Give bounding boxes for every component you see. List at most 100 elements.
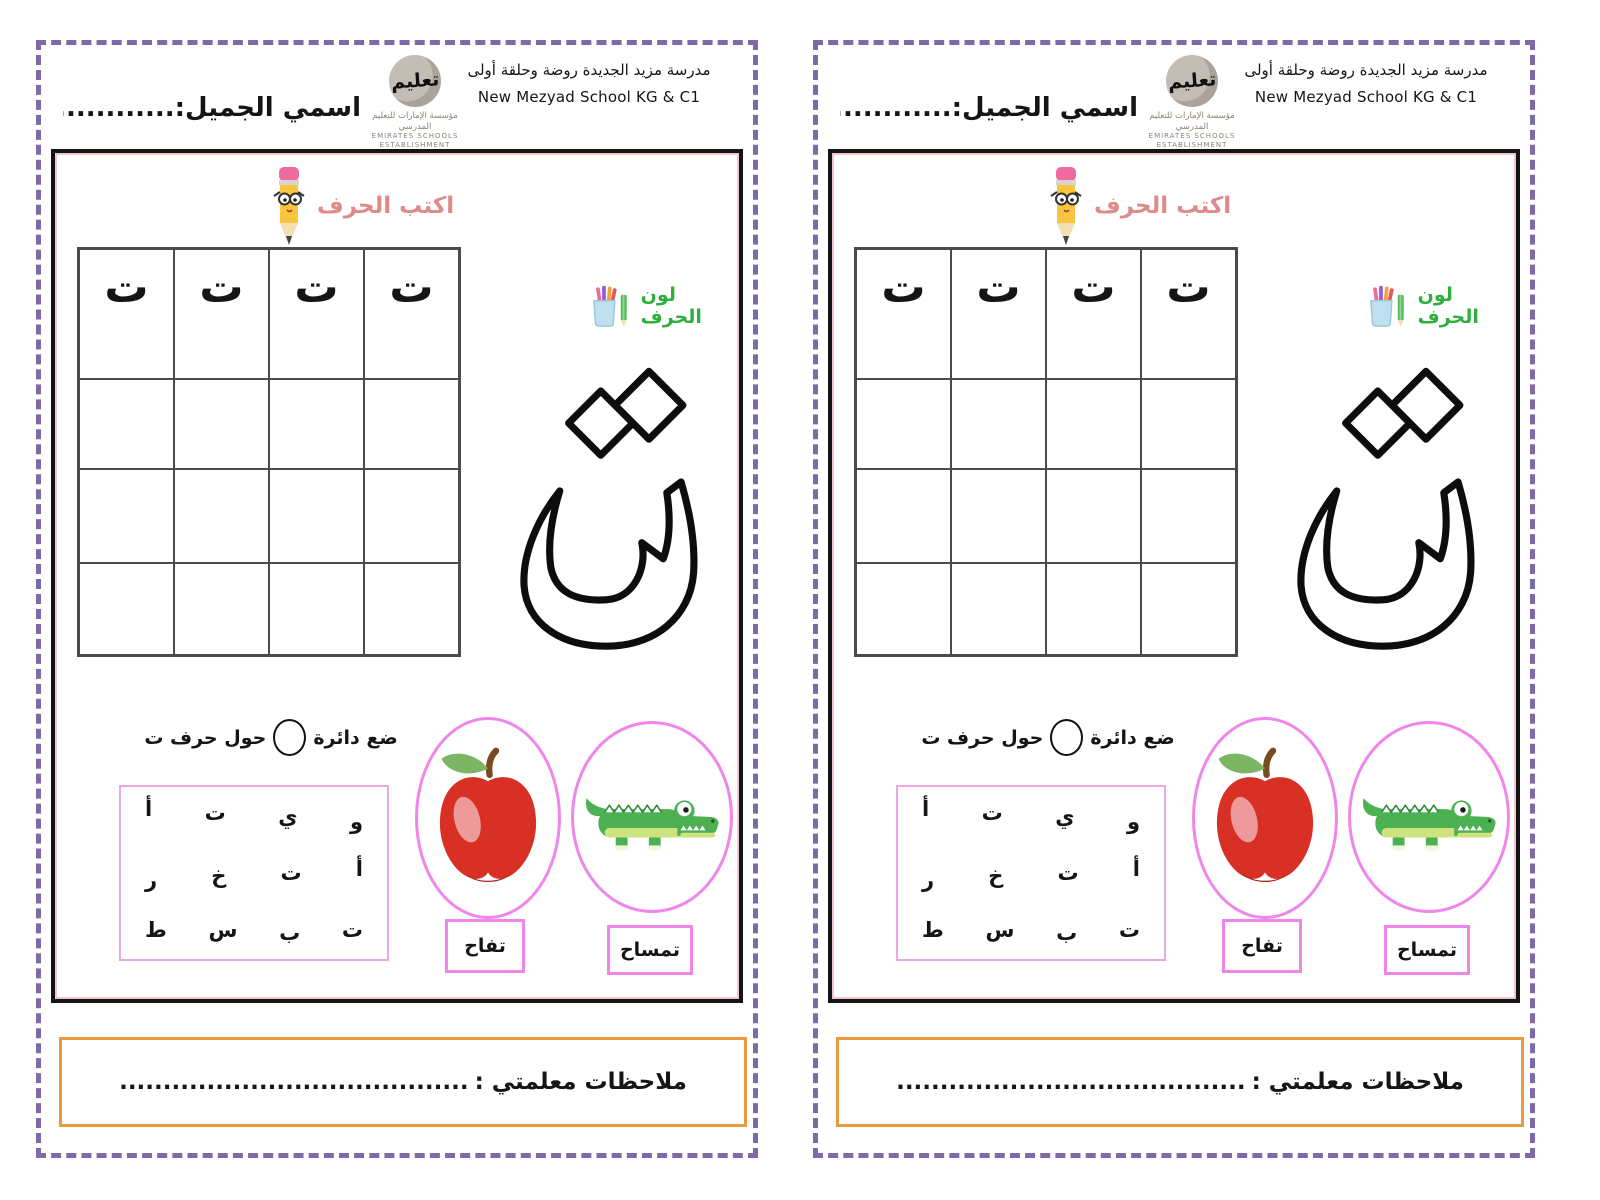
- trace-letter: ت: [976, 262, 1021, 313]
- circle-instruction-start: ضع دائرة: [1090, 726, 1175, 749]
- letter-choice[interactable]: س: [985, 917, 1015, 942]
- trace-grid-cell[interactable]: [951, 379, 1046, 469]
- trace-grid-cell[interactable]: [174, 379, 269, 469]
- trace-letter: ت: [1166, 262, 1211, 313]
- color-letter-title-text: لون الحرف: [1417, 284, 1479, 328]
- student-name-line[interactable]: ................: [840, 93, 952, 123]
- trace-grid-cell[interactable]: [79, 563, 174, 655]
- letter-choice[interactable]: و: [349, 809, 363, 834]
- teacher-notes-line[interactable]: ........................................: [896, 1069, 1246, 1095]
- write-letter-title: اكتب الحرف: [267, 165, 454, 249]
- letter-choice[interactable]: ط: [145, 917, 167, 942]
- trace-grid-cell[interactable]: [79, 379, 174, 469]
- teacher-notes-box: ملاحظات معلمتي : .......................…: [59, 1037, 747, 1127]
- logo-org-arabic: مؤسسة الإمارات للتعليم المدرسي: [372, 111, 458, 132]
- letter-choices-row: ت ب س ط: [121, 901, 387, 958]
- logo-circle: تعليم: [1166, 55, 1218, 107]
- trace-grid-cell[interactable]: [79, 469, 174, 563]
- letter-choice[interactable]: س: [208, 917, 238, 942]
- trace-grid-cell[interactable]: ت: [856, 249, 951, 379]
- crayon-cup-icon: [593, 285, 628, 328]
- trace-grid-cell[interactable]: ت: [364, 249, 459, 379]
- letter-choice[interactable]: ت: [1057, 860, 1079, 885]
- trace-grid-cell[interactable]: [269, 469, 364, 563]
- letter-choice[interactable]: خ: [988, 863, 1004, 888]
- letter-taa-outline[interactable]: [1260, 349, 1492, 665]
- letter-choice[interactable]: خ: [211, 863, 227, 888]
- trace-letter: ت: [294, 262, 339, 313]
- logo-circle: تعليم: [389, 55, 441, 107]
- letter-choice[interactable]: ي: [278, 804, 298, 829]
- trace-grid-cell[interactable]: [269, 563, 364, 655]
- letter-choice[interactable]: ت: [280, 860, 302, 885]
- trace-grid-cell[interactable]: ت: [174, 249, 269, 379]
- trace-grid-cell[interactable]: [1141, 469, 1236, 563]
- trace-grid-cell[interactable]: ت: [79, 249, 174, 379]
- letter-choice[interactable]: ت: [341, 917, 363, 942]
- trace-grid-cell[interactable]: [364, 379, 459, 469]
- trace-grid-cell[interactable]: [364, 563, 459, 655]
- trace-grid: ت ت ت ت: [77, 247, 461, 657]
- trace-letter: ت: [389, 262, 434, 313]
- write-letter-title-text: اكتب الحرف: [317, 193, 455, 219]
- trace-letter: ت: [1071, 262, 1116, 313]
- trace-grid-cell[interactable]: [856, 469, 951, 563]
- teacher-notes-line[interactable]: ........................................: [119, 1069, 469, 1095]
- letter-choice[interactable]: ب: [1056, 920, 1078, 945]
- letter-choice[interactable]: ت: [981, 800, 1003, 825]
- color-letter-title-text: لون الحرف: [640, 284, 702, 328]
- trace-grid-cell[interactable]: [856, 379, 951, 469]
- apple-icon: [1209, 738, 1321, 898]
- apple-picture-frame: [415, 717, 561, 919]
- write-letter-title-text: اكتب الحرف: [1094, 193, 1232, 219]
- trace-grid-cell[interactable]: [1046, 469, 1141, 563]
- circle-instruction-end: حول حرف ت: [921, 726, 1044, 749]
- student-name-line[interactable]: ................: [63, 93, 175, 123]
- school-header: مدرسة مزيد الجديدة روضة وحلقة أولى New M…: [439, 61, 739, 106]
- trace-grid-cell[interactable]: [1046, 563, 1141, 655]
- trace-grid: ت ت ت ت: [854, 247, 1238, 657]
- trace-grid-cell[interactable]: ت: [269, 249, 364, 379]
- trace-grid-cell[interactable]: [856, 563, 951, 655]
- worksheet-page-1: مدرسة مزيد الجديدة روضة وحلقة أولى New M…: [36, 40, 758, 1158]
- crocodile-label: تمساح: [1384, 925, 1470, 975]
- pencil-character-icon: [273, 166, 305, 246]
- letter-choice[interactable]: ب: [279, 920, 301, 945]
- letter-choice[interactable]: ط: [922, 917, 944, 942]
- student-name-label: اسمي الجميل:: [174, 93, 361, 123]
- letter-choice[interactable]: ر: [922, 867, 935, 892]
- letter-taa-outline[interactable]: [483, 349, 715, 665]
- letter-choice[interactable]: أ: [1132, 856, 1140, 881]
- letter-choice[interactable]: ر: [145, 867, 158, 892]
- trace-grid-cell[interactable]: ت: [1141, 249, 1236, 379]
- letter-choices-row: و ي ت أ: [898, 787, 1164, 844]
- trace-grid-cell[interactable]: [269, 379, 364, 469]
- trace-grid-cell[interactable]: [1046, 379, 1141, 469]
- letter-choice[interactable]: أ: [145, 796, 153, 821]
- apple-label: تفاح: [445, 919, 525, 973]
- crayon-cup-icon: [1370, 285, 1405, 328]
- letter-choices-row: ت ب س ط: [898, 901, 1164, 958]
- letter-choices-row: أ ت خ ر: [121, 844, 387, 901]
- trace-grid-cell[interactable]: [951, 469, 1046, 563]
- letter-choice[interactable]: أ: [922, 796, 930, 821]
- letter-choices-box: و ي ت أ أ ت خ ر ت ب س ط: [119, 785, 389, 961]
- letter-choice[interactable]: و: [1126, 809, 1140, 834]
- trace-grid-cell[interactable]: ت: [951, 249, 1046, 379]
- crocodile-picture-frame: [1348, 721, 1510, 913]
- trace-grid-cell[interactable]: ت: [1046, 249, 1141, 379]
- trace-grid-cell[interactable]: [1141, 379, 1236, 469]
- trace-grid-cell[interactable]: [174, 563, 269, 655]
- crocodile-icon: [585, 797, 720, 851]
- trace-grid-cell[interactable]: [364, 469, 459, 563]
- letter-choice[interactable]: ت: [204, 800, 226, 825]
- trace-grid-cell[interactable]: [1141, 563, 1236, 655]
- trace-grid-cell[interactable]: [174, 469, 269, 563]
- logo-brand-text: تعليم: [390, 68, 440, 94]
- letter-choice[interactable]: أ: [355, 856, 363, 881]
- letter-choice[interactable]: ت: [1118, 917, 1140, 942]
- trace-grid-cell[interactable]: [951, 563, 1046, 655]
- letter-choice[interactable]: ي: [1055, 804, 1075, 829]
- crocodile-icon: [1362, 797, 1497, 851]
- worksheet-page-2: مدرسة مزيد الجديدة روضة وحلقة أولى New M…: [813, 40, 1535, 1158]
